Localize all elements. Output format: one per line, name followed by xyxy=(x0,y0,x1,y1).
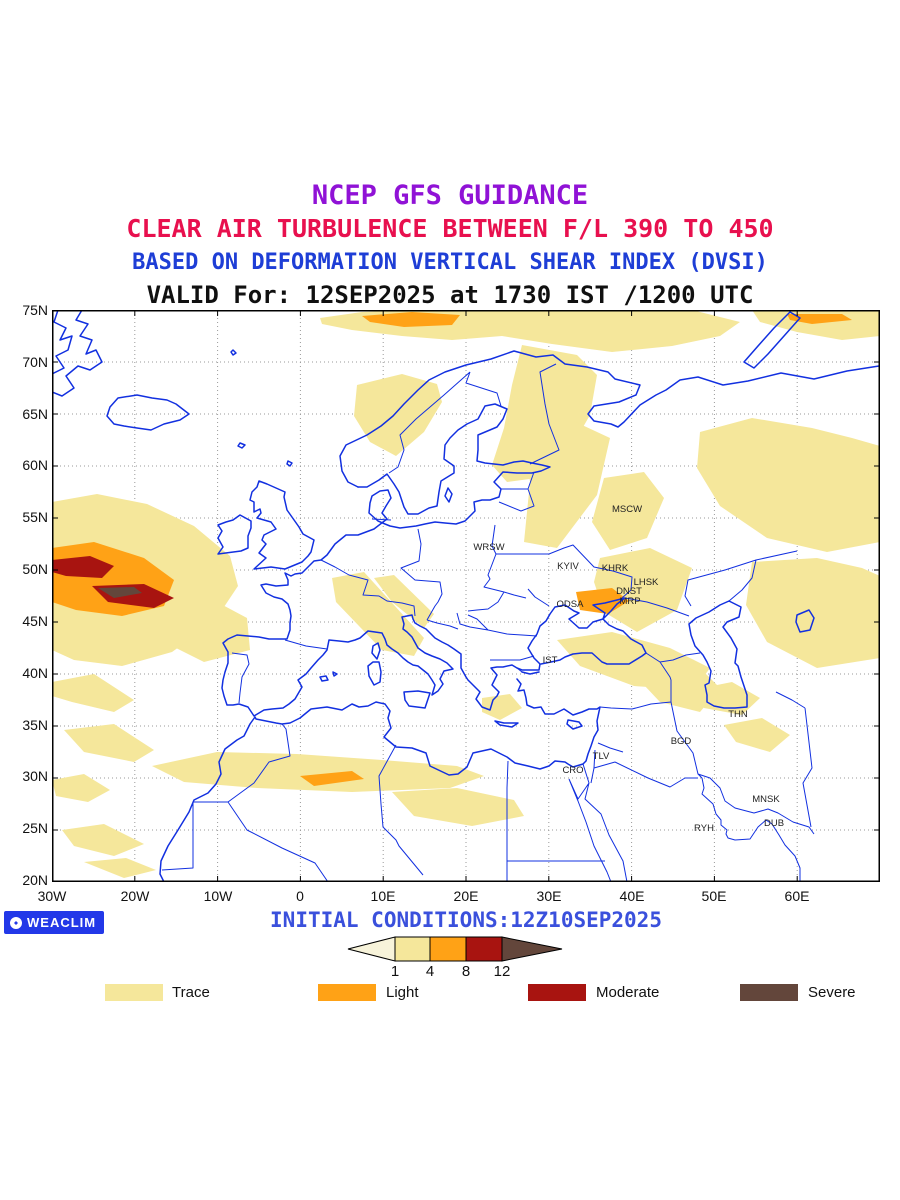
lat-label: 30N xyxy=(22,768,48,784)
scale-tick: 12 xyxy=(493,963,511,980)
lat-label: 20N xyxy=(22,872,48,888)
lat-label: 70N xyxy=(22,354,48,370)
city-label-tlv: TLV xyxy=(593,751,610,762)
legend-swatch-trace xyxy=(105,984,163,1001)
lat-label: 75N xyxy=(22,302,48,318)
city-label-wrsw: WRSW xyxy=(473,542,504,553)
city-label-mnsk: MNSK xyxy=(752,794,780,805)
initial-conditions-line: INITIAL CONDITIONS:12Z10SEP2025 xyxy=(270,908,662,932)
city-label-thn: THN xyxy=(728,709,748,720)
lon-label: 10W xyxy=(203,888,233,904)
turbulence-shading xyxy=(52,310,880,878)
lat-label: 45N xyxy=(22,613,48,629)
map-panel: MSCW WRSW KYIV KHRK LHSK DNST MRP ODSA I… xyxy=(51,309,880,883)
lon-label: 60E xyxy=(784,888,810,904)
scale-tick: 1 xyxy=(390,963,400,980)
legend-swatch-moderate xyxy=(528,984,586,1001)
page-title: NCEP GFS GUIDANCE xyxy=(311,180,589,211)
lon-label: 20E xyxy=(453,888,479,904)
legend-label-light: Light xyxy=(386,984,419,1001)
city-label-bgd: BGD xyxy=(671,736,692,747)
city-label-kyiv: KYIV xyxy=(557,561,579,572)
legend-swatch-severe xyxy=(740,984,798,1001)
lat-label: 65N xyxy=(22,406,48,422)
city-labels: MSCW WRSW KYIV KHRK LHSK DNST MRP ODSA I… xyxy=(473,504,784,834)
lat-label: 35N xyxy=(22,717,48,733)
lat-label: 25N xyxy=(22,820,48,836)
lon-label: 20W xyxy=(120,888,150,904)
lon-label: 50E xyxy=(701,888,727,904)
city-label-khrk: KHRK xyxy=(602,563,629,574)
weaclim-logo-icon xyxy=(10,916,22,929)
scale-right-arrow xyxy=(501,936,563,962)
city-label-ist: IST xyxy=(543,655,558,666)
lon-label: 40E xyxy=(619,888,645,904)
country-borders xyxy=(161,363,815,883)
scale-trace-segment xyxy=(394,936,431,962)
scale-tick: 8 xyxy=(461,963,471,980)
legend-label-severe: Severe xyxy=(808,984,856,1001)
turbulence-scale-bar xyxy=(347,936,563,962)
city-label-mscw: MSCW xyxy=(612,504,642,515)
lat-label: 50N xyxy=(22,561,48,577)
subtitle-turbulence: CLEAR AIR TURBULENCE BETWEEN F/L 390 TO … xyxy=(126,214,774,243)
scale-tick: 4 xyxy=(425,963,435,980)
legend-label-trace: Trace xyxy=(172,984,210,1001)
subtitle-index: BASED ON DEFORMATION VERTICAL SHEAR INDE… xyxy=(132,250,768,275)
lat-label: 40N xyxy=(22,665,48,681)
lon-label: 30W xyxy=(37,888,67,904)
lat-label: 60N xyxy=(22,457,48,473)
valid-time-line: VALID For: 12SEP2025 at 1730 IST /1200 U… xyxy=(146,281,754,309)
scale-moderate-segment xyxy=(465,936,503,962)
city-label-mrp: MRP xyxy=(619,596,640,607)
scale-light-segment xyxy=(429,936,467,962)
map-frame xyxy=(52,310,880,882)
city-label-ryh: RYH xyxy=(694,823,714,834)
lon-label: 0 xyxy=(296,888,304,904)
coastlines xyxy=(51,309,880,883)
scale-left-arrow xyxy=(347,936,396,962)
city-label-lhsk: LHSK xyxy=(634,577,659,588)
lat-label: 55N xyxy=(22,509,48,525)
lon-label: 10E xyxy=(370,888,396,904)
city-label-cro: CRO xyxy=(562,765,583,776)
city-label-dub: DUB xyxy=(764,818,784,829)
weaclim-logo: WEACLIM xyxy=(4,911,104,934)
lon-label: 30E xyxy=(536,888,562,904)
city-label-odsa: ODSA xyxy=(557,599,585,610)
severe-areas xyxy=(98,587,142,598)
map-svg: MSCW WRSW KYIV KHRK LHSK DNST MRP ODSA I… xyxy=(51,309,880,883)
legend-label-moderate: Moderate xyxy=(596,984,660,1001)
city-label-dnst: DNST xyxy=(616,586,642,597)
weaclim-logo-text: WEACLIM xyxy=(27,915,97,930)
legend-swatch-light xyxy=(318,984,376,1001)
